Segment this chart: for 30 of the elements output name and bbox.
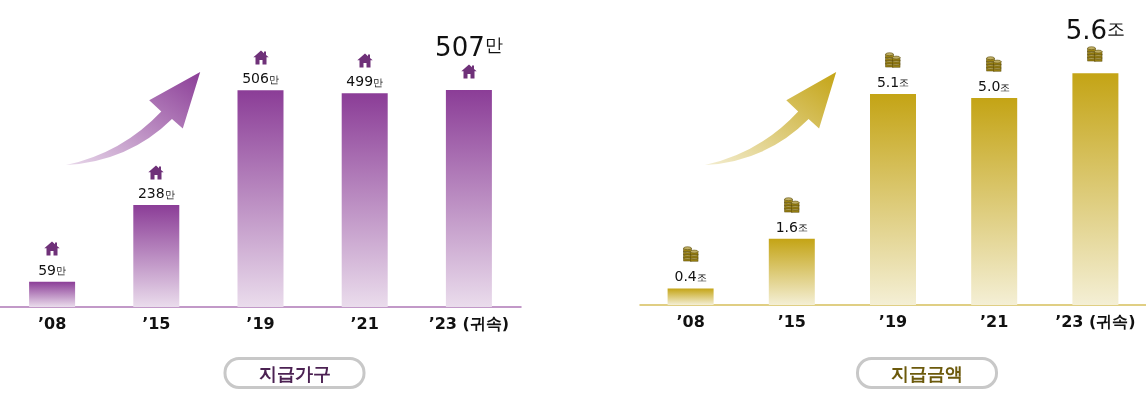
data-label: 238만 (137, 185, 175, 202)
data-label: 499만 (346, 73, 384, 90)
bar (870, 93, 916, 305)
x-tick-label: ’19 (246, 313, 275, 333)
x-tick-label: ’23 (귀속) (1055, 311, 1136, 331)
data-label: 506만 (242, 70, 279, 87)
x-tick-label: ’15 (142, 313, 171, 333)
text: 지급가구 (258, 362, 331, 384)
text: 지급금액 (891, 362, 963, 384)
bar (971, 98, 1018, 305)
x-tick-label: ’08 (37, 313, 67, 333)
data-label: 1.6조 (775, 218, 808, 235)
data-label: 5.1조 (876, 73, 910, 90)
bar (1072, 73, 1119, 305)
x-tick-label: ’21 (980, 311, 1009, 331)
data-label: 5.0조 (978, 78, 1011, 95)
bar (133, 205, 180, 307)
x-tick-label: ’21 (350, 313, 379, 333)
x-tick-label: ’19 (878, 311, 908, 331)
bar (29, 281, 76, 307)
bar (237, 90, 284, 307)
x-tick-label: ’23 (귀속) (428, 313, 510, 333)
x-tick-label: ’15 (777, 311, 806, 331)
bar (667, 288, 714, 305)
data-label: 0.4조 (674, 268, 707, 285)
bar (768, 238, 815, 305)
x-tick-label: ’08 (676, 311, 705, 331)
bar (341, 93, 388, 307)
data-label: 59만 (38, 261, 67, 278)
bar (445, 89, 492, 307)
